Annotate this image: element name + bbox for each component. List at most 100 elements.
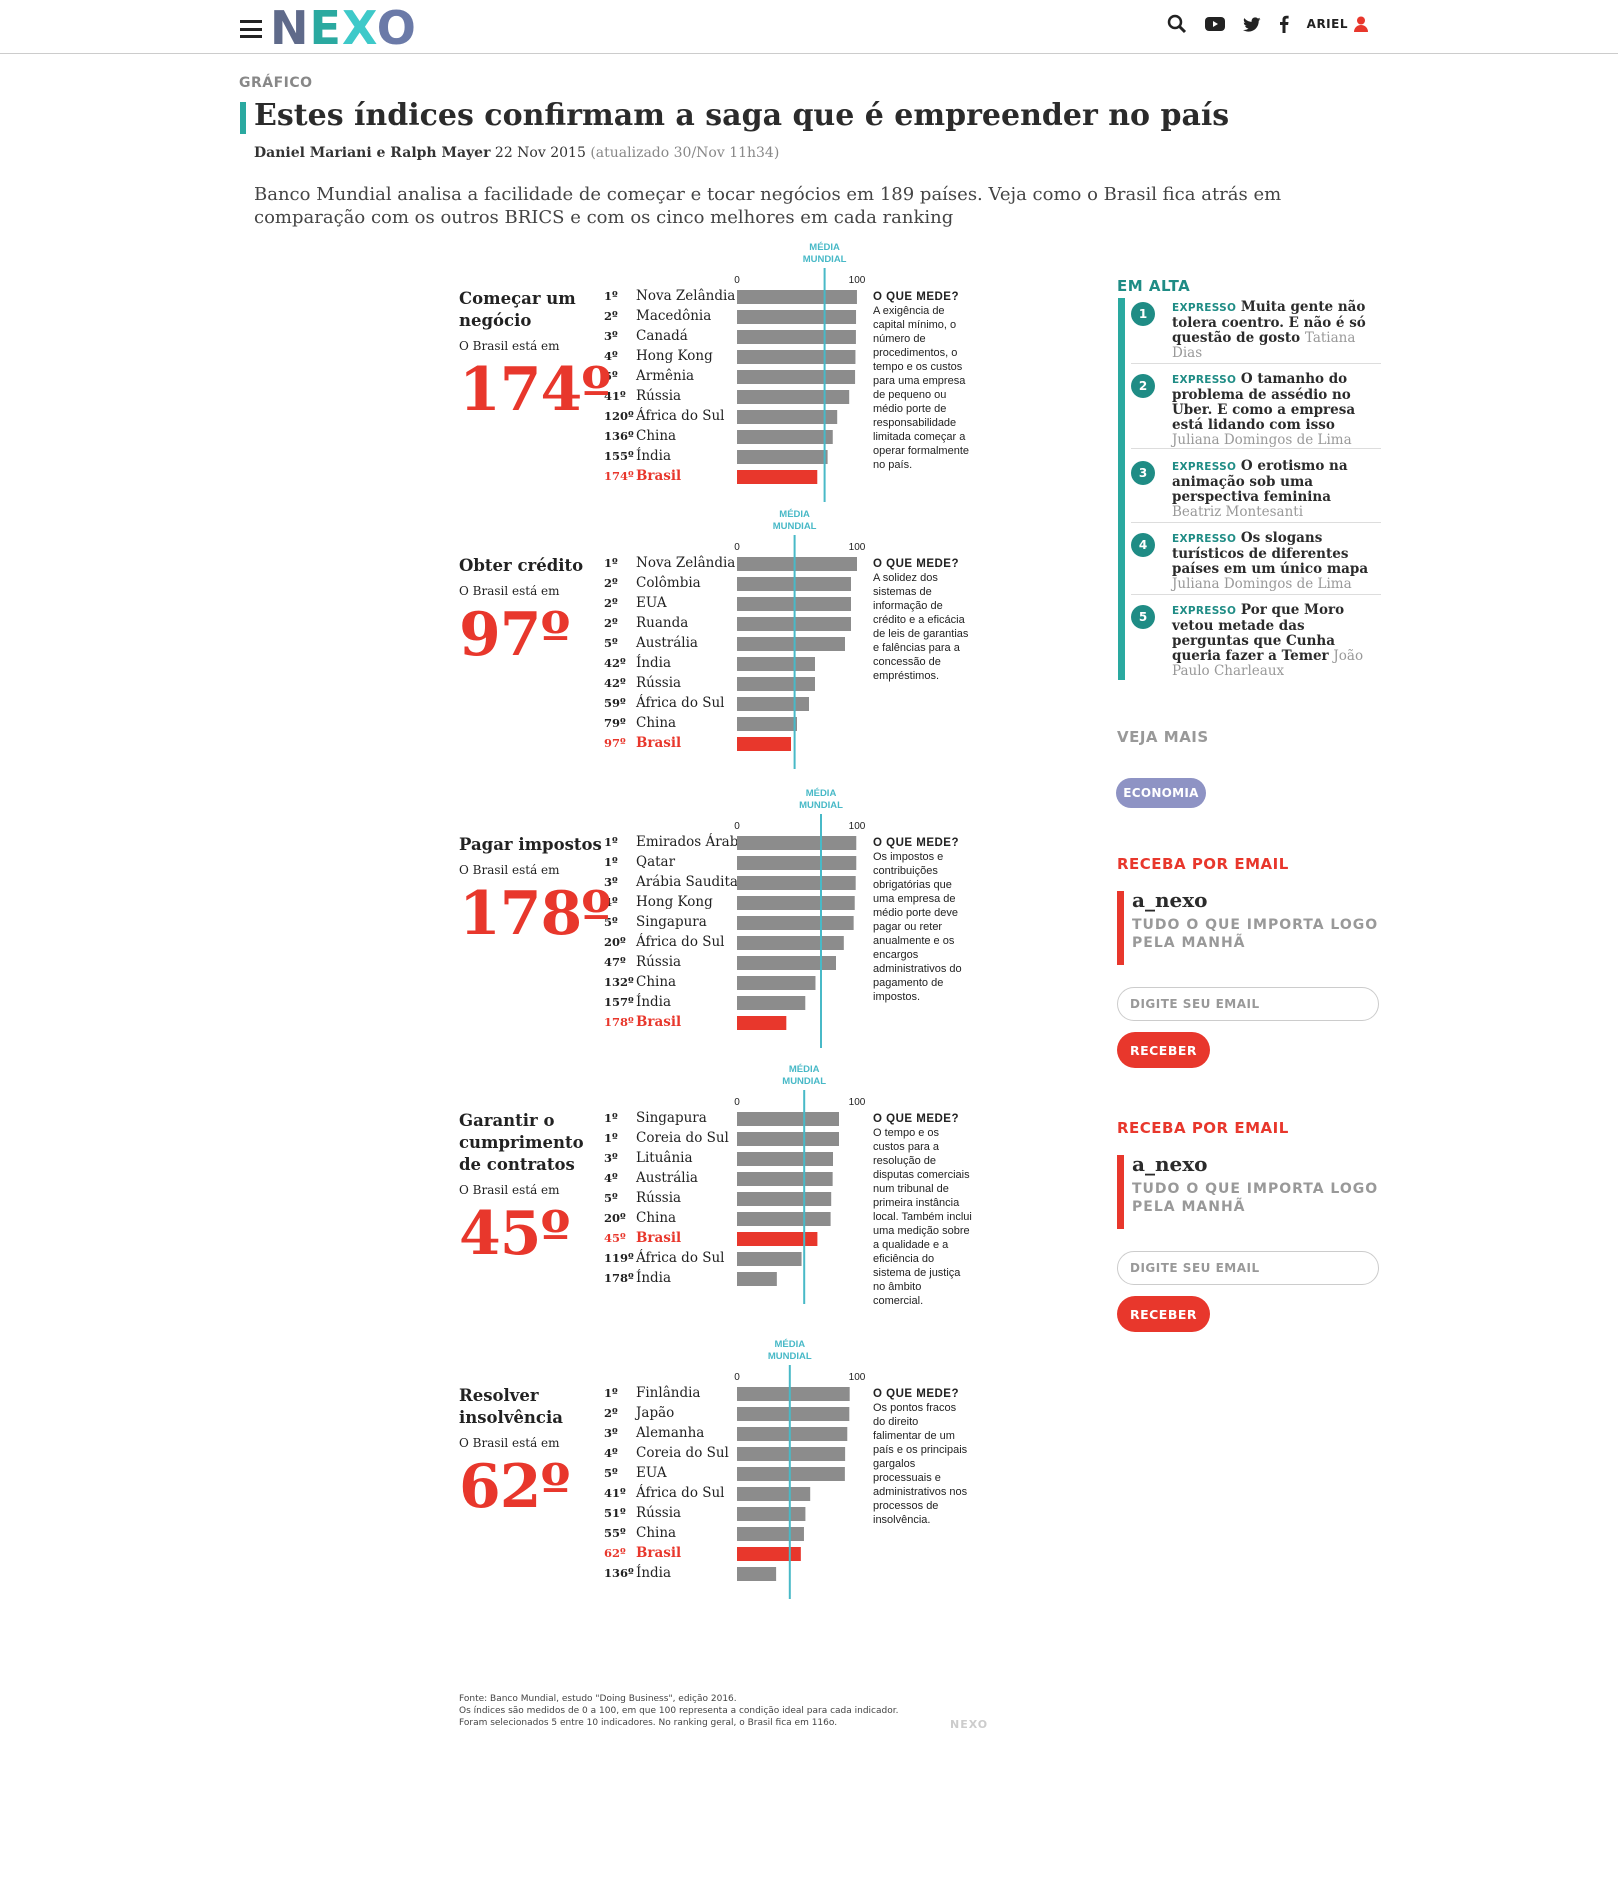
bar — [737, 617, 851, 631]
subscribe-button[interactable]: RECEBER — [1117, 1032, 1210, 1068]
avg-label: MÉDIA — [806, 788, 837, 799]
bar — [737, 330, 856, 344]
measures-text: e falências para a — [873, 642, 961, 654]
bar — [737, 430, 833, 444]
article-authors[interactable]: Daniel Mariani e Ralph Mayer — [254, 145, 491, 161]
measures-text: a qualidade e a — [873, 1239, 949, 1251]
panel-title: Obter crédito — [459, 556, 583, 575]
email-input[interactable] — [1117, 1251, 1379, 1285]
rank-label: 174º — [604, 469, 634, 483]
trending-text: EXPRESSO O erotismo na animação sob uma … — [1172, 459, 1381, 520]
rank-label: 41º — [604, 1486, 626, 1500]
rank-label: 178º — [604, 1271, 634, 1285]
axis-min-label: 0 — [734, 275, 740, 286]
axis-min-label: 0 — [734, 542, 740, 553]
measures-text: crédito e a eficácia — [873, 614, 966, 626]
trending-item[interactable]: 1 EXPRESSO Muita gente não tolera coentr… — [1131, 300, 1381, 364]
country-label: China — [636, 1210, 676, 1226]
measures-text: processos de — [873, 1500, 938, 1512]
trending-number: 2 — [1131, 374, 1155, 398]
bar — [737, 1112, 839, 1126]
bar — [737, 450, 828, 464]
rank-intro: O Brasil está em — [459, 339, 560, 353]
measures-text: limitada começar a — [873, 431, 966, 443]
subscribe-button[interactable]: RECEBER — [1117, 1296, 1210, 1332]
newsletter-accent-bar — [1117, 891, 1124, 965]
measures-text: custos para a — [873, 1141, 940, 1153]
search-icon[interactable] — [1167, 14, 1187, 34]
trending-number: 5 — [1131, 605, 1155, 629]
axis-min-label: 0 — [734, 1372, 740, 1383]
menu-icon[interactable] — [240, 20, 262, 38]
rank-label: 155º — [604, 449, 634, 463]
measures-text: de pequeno ou — [873, 389, 946, 401]
measures-text: capital mínimo, o — [873, 319, 956, 331]
rank-label: 136º — [604, 429, 634, 443]
panel-title: Resolver — [459, 1386, 539, 1405]
bar — [737, 677, 815, 691]
axis-max-label: 100 — [849, 1097, 866, 1108]
avg-label: MÉDIA — [774, 1339, 805, 1350]
country-label: Rússia — [636, 388, 681, 404]
measures-text: contribuições — [873, 865, 938, 877]
logo-letter: X — [341, 1, 377, 55]
country-label: Singapura — [636, 1110, 707, 1126]
country-label: Macedônia — [636, 308, 711, 324]
measures-text: Os impostos e — [873, 851, 943, 863]
logo-letter: N — [270, 1, 310, 55]
measures-text: encargos — [873, 949, 919, 961]
country-label: Nova Zelândia — [636, 288, 735, 304]
trending-tag: EXPRESSO — [1172, 374, 1237, 386]
rank-label: 62º — [604, 1546, 626, 1560]
bar — [737, 290, 857, 304]
measures-text: sistemas de — [873, 586, 932, 598]
article-date: 22 Nov 2015 — [494, 145, 586, 161]
trending-item[interactable]: 5 EXPRESSO Por que Moro vetou metade das… — [1131, 603, 1381, 679]
bar — [737, 1172, 833, 1186]
title-accent-bar — [240, 102, 246, 134]
bar — [737, 1467, 845, 1481]
country-label: Brasil — [636, 1014, 681, 1030]
rank-label: 1º — [604, 556, 618, 570]
country-label: Arábia Saudita — [635, 874, 738, 890]
bar — [737, 370, 856, 384]
bar — [737, 916, 854, 930]
user-area[interactable]: ARIEL — [1307, 16, 1368, 32]
axis-max-label: 100 — [849, 275, 866, 286]
nexo-logo[interactable]: NEXO — [270, 4, 417, 52]
avg-label: MÉDIA — [789, 1064, 820, 1075]
avg-label: MUNDIAL — [768, 1351, 812, 1362]
trending-author: Beatriz Montesanti — [1172, 504, 1304, 520]
bar — [737, 637, 845, 651]
measures-heading: O QUE MEDE? — [873, 558, 959, 570]
measures-text: falimentar de um — [873, 1430, 955, 1442]
measures-text: anualmente e os — [873, 935, 955, 947]
email-input[interactable] — [1117, 987, 1379, 1021]
bar — [737, 1016, 787, 1030]
chart-source: Fonte: Banco Mundial, estudo "Doing Busi… — [459, 1693, 898, 1729]
youtube-icon[interactable] — [1204, 16, 1225, 32]
measures-text: insolvência. — [873, 1514, 930, 1526]
bar — [737, 697, 809, 711]
trending-item[interactable]: 3 EXPRESSO O erotismo na animação sob um… — [1131, 459, 1381, 523]
trending-headline: O tamanho do problema de assédio no Uber… — [1172, 371, 1356, 433]
measures-text: para uma empresa — [873, 375, 966, 387]
rank-label: 2º — [604, 309, 618, 323]
trending-item[interactable]: 2 EXPRESSO O tamanho do problema de assé… — [1131, 372, 1381, 449]
twitter-icon[interactable] — [1242, 16, 1261, 32]
economia-tag-button[interactable]: ECONOMIA — [1116, 778, 1206, 808]
bar — [737, 1447, 846, 1461]
header-actions: ARIEL — [1167, 14, 1368, 34]
bar — [737, 1272, 777, 1286]
trending-headline: Muita gente não tolera coentro. E não é … — [1172, 299, 1366, 346]
rank-label: 2º — [604, 576, 618, 590]
trending-item[interactable]: 4 EXPRESSO Os slogans turísticos de dife… — [1131, 531, 1381, 595]
country-label: África do Sul — [635, 1485, 725, 1501]
facebook-icon[interactable] — [1279, 15, 1289, 33]
measures-text: comercial. — [873, 1295, 923, 1307]
country-label: Coreia do Sul — [636, 1130, 729, 1146]
country-label: Canadá — [636, 328, 688, 344]
avg-label: MÉDIA — [809, 242, 840, 253]
country-label: Austrália — [635, 1170, 698, 1186]
bar — [737, 1407, 850, 1421]
